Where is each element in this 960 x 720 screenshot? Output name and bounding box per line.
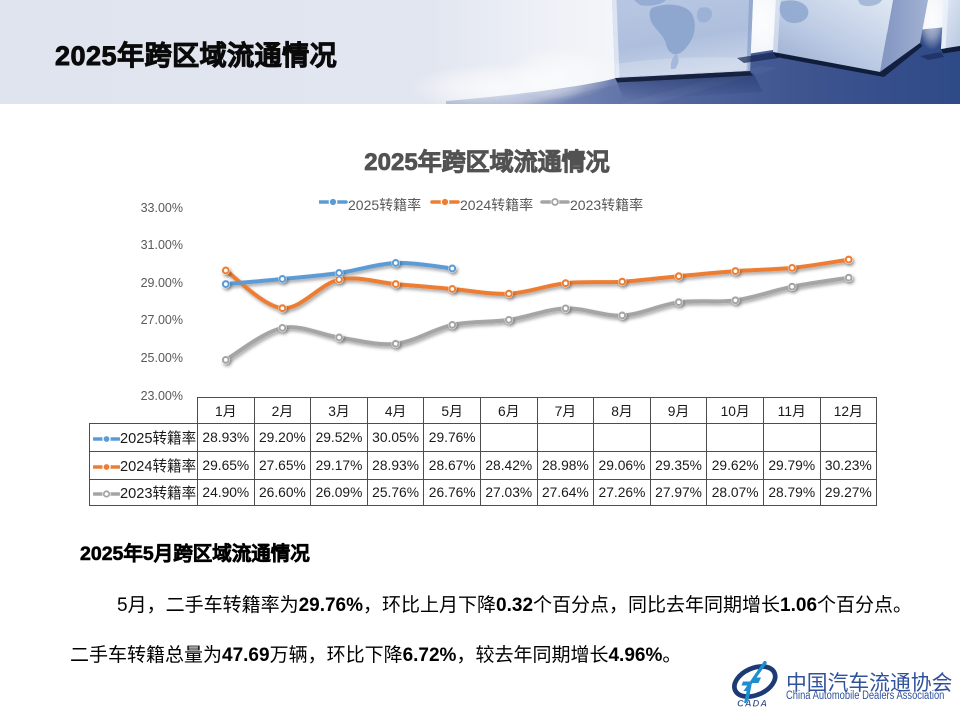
svg-text:CADA: CADA	[737, 699, 768, 710]
